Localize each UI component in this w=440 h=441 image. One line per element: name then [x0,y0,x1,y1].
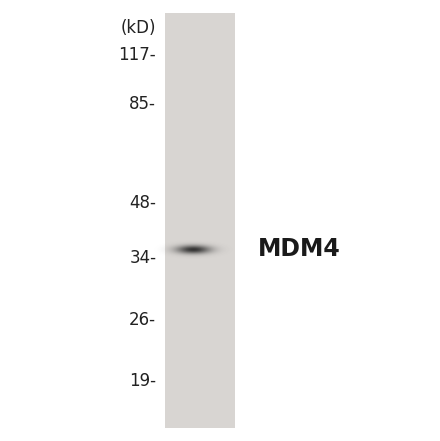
Text: 19-: 19- [129,373,156,390]
Text: 34-: 34- [129,249,156,267]
Text: 26-: 26- [129,311,156,329]
Text: MDM4: MDM4 [257,237,340,261]
Text: 117-: 117- [118,46,156,64]
Text: 48-: 48- [129,194,156,212]
Bar [165,13,235,428]
Text: (kD): (kD) [121,19,156,37]
Text: 85-: 85- [129,95,156,112]
